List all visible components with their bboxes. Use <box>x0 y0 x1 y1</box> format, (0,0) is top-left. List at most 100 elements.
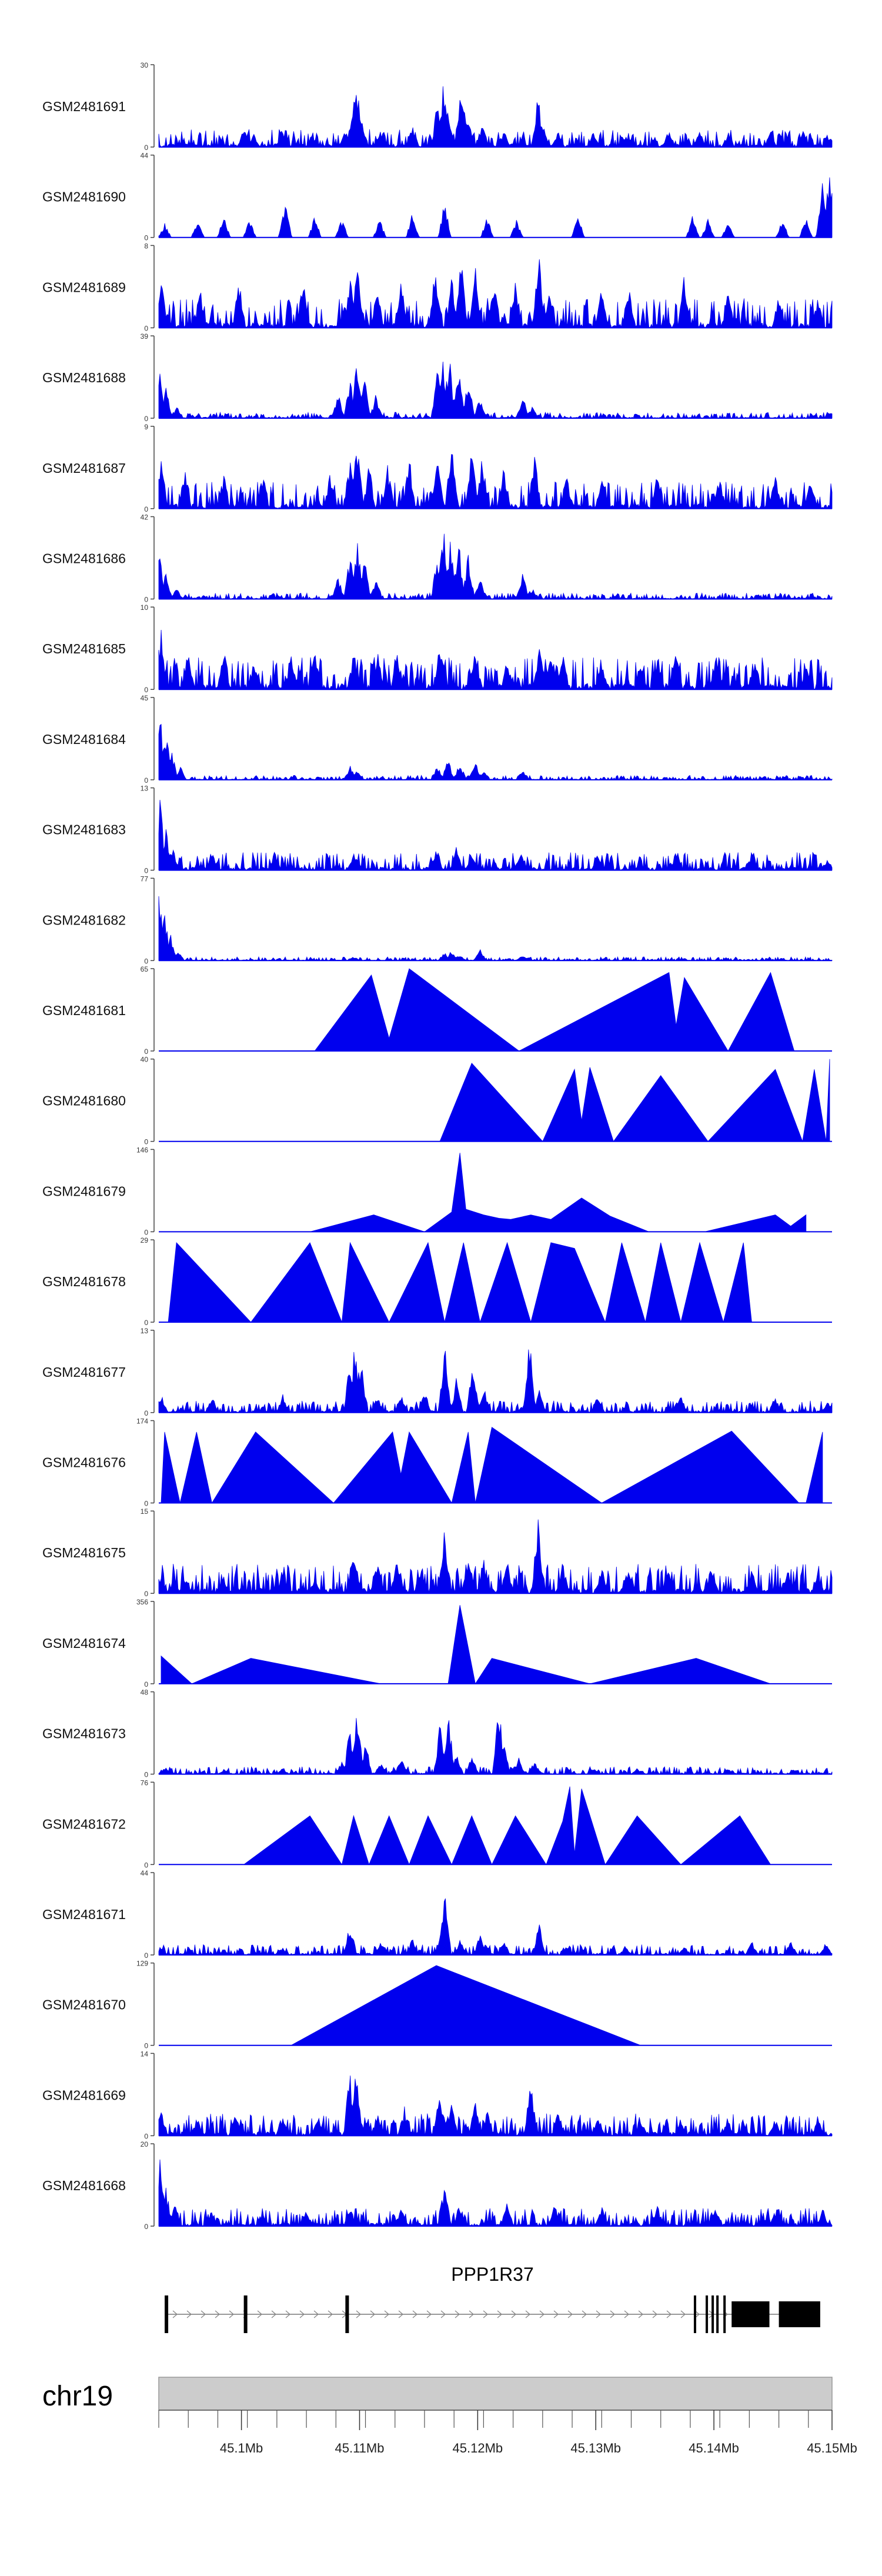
track-label: GSM2481690 <box>42 189 126 205</box>
strand-arrow <box>596 2310 602 2318</box>
coverage-area <box>158 177 833 238</box>
strand-arrow <box>610 2310 616 2318</box>
gene-label: PPP1R37 <box>451 2264 534 2285</box>
y-tick-label-zero: 0 <box>144 2132 148 2140</box>
x-tick-label: 45.1Mb <box>220 2441 263 2455</box>
gene-exon <box>693 2295 696 2333</box>
y-tick-label-zero: 0 <box>144 505 148 513</box>
y-tick-label-zero: 0 <box>144 867 148 875</box>
y-tick-label-zero: 0 <box>144 596 148 604</box>
strand-arrow <box>624 2310 630 2318</box>
track-GSM2481683: GSM2481683 13 0 <box>42 785 833 875</box>
coverage-area <box>158 2159 833 2227</box>
y-tick-label-max: 44 <box>141 1869 149 1877</box>
track-label: GSM2481682 <box>42 912 126 927</box>
coverage-area <box>158 454 833 509</box>
strand-arrow <box>398 2310 404 2318</box>
y-tick-label-max: 356 <box>136 1598 148 1606</box>
coverage-area <box>158 259 833 329</box>
track-GSM2481673: GSM2481673 48 0 <box>42 1689 833 1779</box>
y-tick-label-zero: 0 <box>144 1680 148 1689</box>
track-label: GSM2481669 <box>42 2087 126 2103</box>
strand-arrow <box>497 2310 503 2318</box>
y-tick-label-max: 174 <box>136 1417 148 1426</box>
gene-exon <box>345 2295 349 2333</box>
track-GSM2481669: GSM2481669 14 0 <box>42 2050 833 2140</box>
strand-arrow <box>285 2310 291 2318</box>
y-tick-label-max: 8 <box>144 242 148 250</box>
coverage-area <box>309 1153 807 1232</box>
track-GSM2481687: GSM2481687 9 0 <box>42 423 833 513</box>
track-GSM2481674: GSM2481674 356 0 <box>42 1598 832 1689</box>
gene-exon <box>731 2301 770 2327</box>
track-GSM2481678: GSM2481678 29 0 <box>42 1236 832 1327</box>
strand-arrow <box>680 2310 686 2318</box>
coverage-area <box>314 968 795 1052</box>
strand-arrow <box>440 2310 446 2318</box>
y-tick-label-zero: 0 <box>144 144 148 152</box>
coverage-area <box>158 1349 833 1414</box>
y-tick-label-max: 13 <box>141 785 149 793</box>
coverage-area <box>158 1718 833 1775</box>
strand-arrow <box>666 2310 672 2318</box>
gene-exon <box>165 2295 169 2333</box>
track-label: GSM2481675 <box>42 1545 126 1560</box>
strand-arrow <box>539 2310 545 2318</box>
y-tick-label-zero: 0 <box>144 1951 148 1960</box>
track-GSM2481670: GSM2481670 129 0 <box>42 1960 832 2050</box>
track-label: GSM2481679 <box>42 1183 126 1199</box>
coverage-area <box>158 361 833 419</box>
strand-arrow <box>328 2310 333 2318</box>
ideogram-track: chr19 45.1Mb 45.11Mb 45.12Mb 45.13Mb 45.14Mb… <box>42 2377 857 2455</box>
y-tick-label-zero: 0 <box>144 776 148 785</box>
gene-exon <box>711 2295 714 2333</box>
coverage-area <box>243 1786 771 1866</box>
coverage-area <box>158 2076 833 2137</box>
y-tick-label-max: 42 <box>141 513 149 522</box>
track-label: GSM2481681 <box>42 1003 126 1018</box>
x-tick-label: 45.12Mb <box>453 2441 503 2455</box>
track-label: GSM2481677 <box>42 1364 126 1380</box>
y-tick-label-max: 15 <box>141 1507 149 1516</box>
strand-arrow <box>186 2310 192 2318</box>
coverage-area <box>290 1965 641 2046</box>
gene-exon <box>706 2295 709 2333</box>
track-label: GSM2481676 <box>42 1455 126 1470</box>
coverage-area <box>158 723 833 780</box>
x-tick-label: 45.11Mb <box>335 2441 384 2455</box>
strand-arrow <box>553 2310 559 2318</box>
y-tick-label-max: 29 <box>141 1236 149 1244</box>
strand-arrow <box>370 2310 376 2318</box>
x-tick-label: 45.13Mb <box>570 2441 621 2455</box>
strand-arrow <box>299 2310 305 2318</box>
strand-arrow <box>652 2310 658 2318</box>
coverage-area <box>158 1519 833 1594</box>
y-tick-label-zero: 0 <box>144 1590 148 1598</box>
strand-arrow <box>426 2310 432 2318</box>
strand-arrow <box>271 2310 277 2318</box>
gene-exon <box>243 2295 248 2333</box>
y-tick-label-max: 129 <box>136 1960 148 1968</box>
y-tick-label-zero: 0 <box>144 686 148 694</box>
y-tick-label-max: 14 <box>141 2050 149 2058</box>
y-tick-label-zero: 0 <box>144 2042 148 2050</box>
x-tick-label: 45.15Mb <box>807 2441 857 2455</box>
track-label: GSM2481691 <box>42 99 126 114</box>
track-GSM2481676: GSM2481676 174 0 <box>42 1417 832 1508</box>
track-GSM2481691: GSM2481691 30 0 <box>42 61 833 152</box>
coverage-area <box>161 1427 823 1504</box>
track-label: GSM2481680 <box>42 1093 126 1109</box>
track-GSM2481677: GSM2481677 13 0 <box>42 1327 833 1417</box>
gene-track: PPP1R37 <box>165 2264 820 2333</box>
y-tick-label-max: 39 <box>141 332 149 341</box>
strand-arrow <box>229 2310 235 2318</box>
track-GSM2481680: GSM2481680 40 0 <box>42 1056 832 1146</box>
strand-arrow <box>511 2310 517 2318</box>
chromosome-label: chr19 <box>42 2381 113 2412</box>
strand-arrow <box>215 2310 220 2318</box>
track-GSM2481689: GSM2481689 8 0 <box>42 242 833 332</box>
y-tick-label-zero: 0 <box>144 1771 148 1779</box>
strand-arrow <box>172 2310 178 2318</box>
track-label: GSM2481674 <box>42 1636 126 1651</box>
track-label: GSM2481670 <box>42 1997 126 2013</box>
